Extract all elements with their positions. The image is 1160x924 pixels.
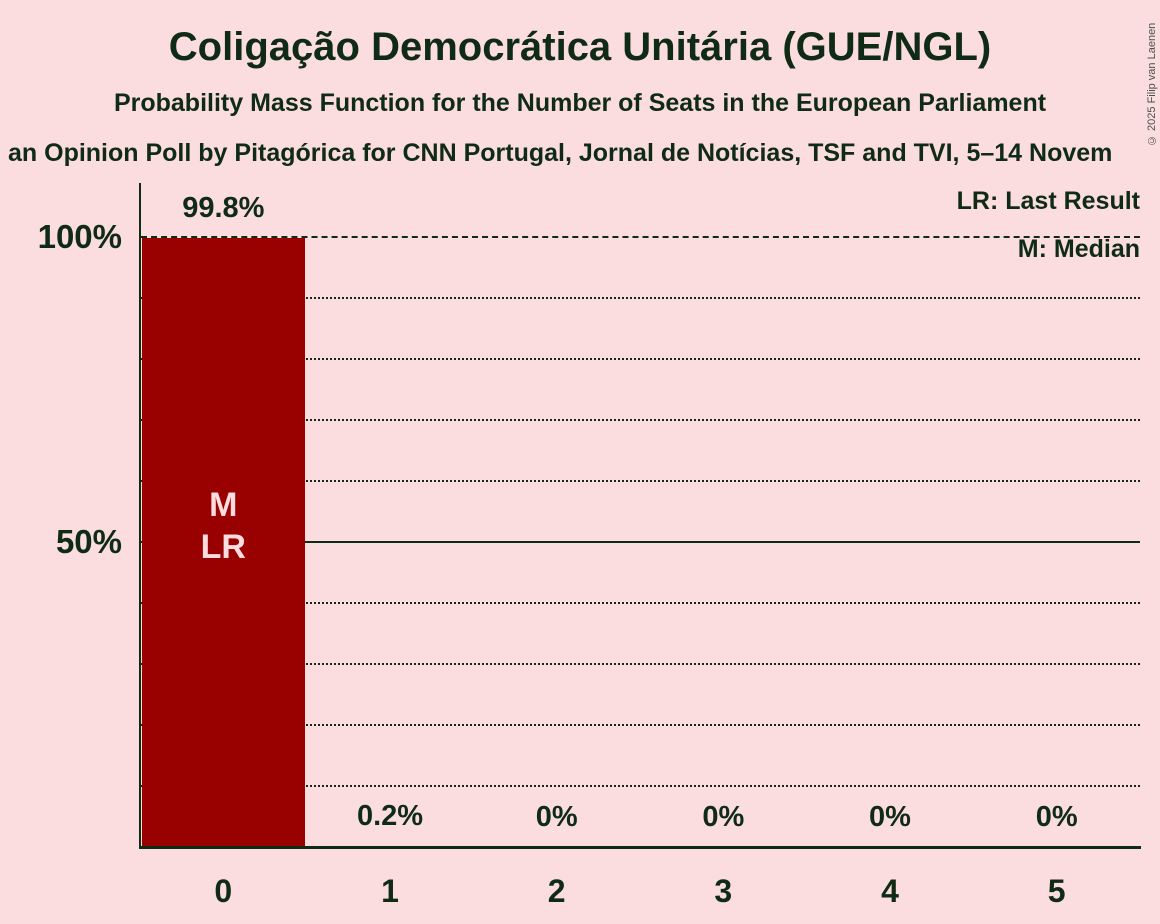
x-tick-label-5: 5 — [1047, 873, 1066, 909]
x-axis — [139, 846, 1141, 849]
median-marker: M — [209, 486, 238, 524]
bar-annotation-box: M LR — [140, 484, 306, 568]
gridline-10-percent — [141, 785, 1140, 787]
y-tick-label-50: 50% — [55, 523, 122, 560]
chart-subtitle-pollster: an Opinion Poll by Pitagórica for CNN Po… — [8, 139, 1113, 167]
y-axis — [139, 183, 141, 849]
x-tick-label-2: 2 — [547, 873, 566, 909]
y-tick-label-100: 100% — [37, 218, 122, 255]
x-tick-label-0: 0 — [214, 873, 233, 909]
x-tick-label-1: 1 — [381, 873, 399, 909]
gridline-80-percent — [141, 358, 1140, 360]
last-result-marker: LR — [200, 528, 246, 566]
bar-seats-0 — [141, 238, 305, 846]
gridline-100-percent — [141, 236, 1140, 238]
gridline-90-percent — [141, 297, 1140, 299]
legend-last-result: LR: Last Result — [956, 187, 1140, 215]
bar-value-label-0: 99.8% — [182, 192, 265, 225]
bar-value-label-1: 0.2% — [356, 799, 424, 832]
gridline-50-percent — [141, 541, 1140, 543]
bar-value-label-5: 0% — [1035, 801, 1078, 833]
bar-value-label-4: 0% — [869, 801, 911, 833]
gridline-70-percent — [141, 419, 1140, 421]
chart-subtitle: Probability Mass Function for the Number… — [113, 89, 1047, 117]
chart-title: Coligação Democrática Unitária (GUE/NGL) — [168, 25, 992, 69]
gridline-40-percent — [141, 602, 1140, 604]
bar-value-label-2: 0% — [535, 801, 578, 833]
gridline-30-percent — [141, 663, 1140, 665]
x-tick-label-4: 4 — [881, 873, 899, 909]
gridline-60-percent — [141, 480, 1140, 482]
x-tick-label-3: 3 — [714, 873, 733, 909]
bar-value-label-3: 0% — [702, 801, 745, 833]
gridline-20-percent — [141, 724, 1140, 726]
legend-median: M: Median — [1017, 235, 1140, 263]
